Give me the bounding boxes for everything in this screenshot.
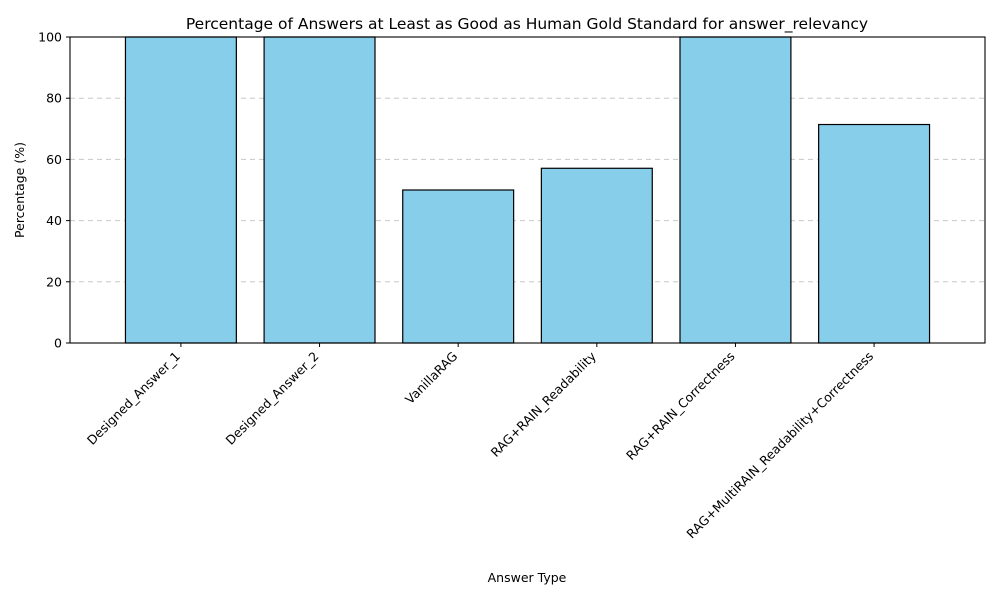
y-tick-label-2: 40 [46,213,62,228]
bar-2 [402,189,515,344]
y-tick-label-4: 80 [46,91,62,106]
y-axis-label: Percentage (%) [12,142,27,238]
y-tick-label-5: 100 [38,30,62,45]
x-tick-label-1: Designed_Answer_2 [222,349,321,448]
x-axis-ticks: Designed_Answer_1 Designed_Answer_2 Vanill… [84,343,876,541]
bar-5 [818,123,931,344]
bar-1 [263,36,376,344]
chart-title: Percentage of Answers at Least as Good a… [186,15,868,34]
bar-4 [679,36,792,344]
plot-frame [69,36,986,344]
y-tick-label-1: 20 [46,274,62,289]
x-tick-label-2: VanillaRAG [402,349,460,407]
bar-3 [540,167,653,344]
x-tick-label-4: RAG+RAIN_Correctness [623,349,738,464]
x-axis-label: Answer Type [488,570,567,585]
bars [124,36,931,344]
y-axis-ticks: 0 20 40 60 80 100 [38,30,70,351]
x-tick-label-0: Designed_Answer_1 [84,349,183,448]
y-tick-label-0: 0 [54,336,62,351]
x-tick-label-3: RAG+RAIN_Readability [488,348,600,460]
bar-0 [124,36,237,344]
y-tick-label-3: 60 [46,152,62,167]
